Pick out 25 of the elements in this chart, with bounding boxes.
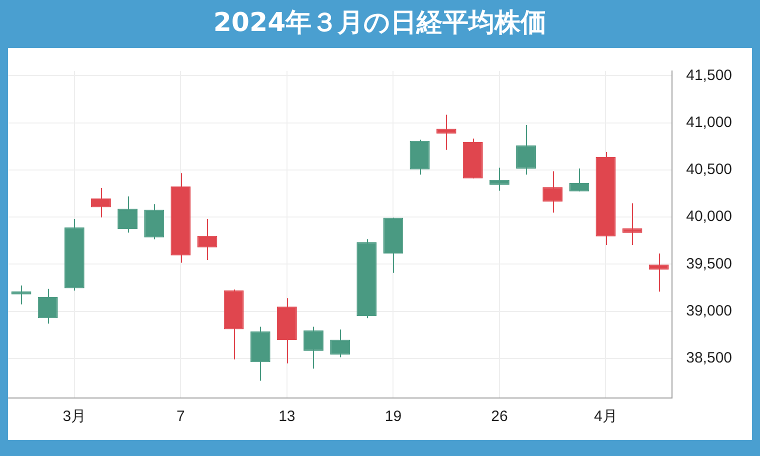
x-tick-label: 19 bbox=[384, 408, 402, 426]
candlestick bbox=[622, 202, 642, 246]
y-tick-label: 38,500 bbox=[686, 350, 732, 367]
x-tick-label: 26 bbox=[491, 408, 508, 426]
y-tick-label: 41,500 bbox=[686, 66, 732, 84]
candlestick bbox=[516, 124, 536, 176]
x-tick-label: 13 bbox=[278, 408, 296, 426]
candlestick bbox=[569, 168, 590, 192]
x-tick-label: 4月 bbox=[594, 408, 618, 426]
candlestick bbox=[118, 196, 138, 234]
x-tick-label: 3月 bbox=[62, 408, 86, 426]
candlestick bbox=[648, 253, 669, 292]
y-tick-label: 40,000 bbox=[686, 208, 732, 226]
candlestick bbox=[91, 188, 111, 218]
y-tick-label: 39,000 bbox=[686, 302, 732, 320]
candlestick bbox=[304, 326, 324, 370]
y-tick-label: 39,500 bbox=[686, 255, 732, 272]
x-tick-label: 7 bbox=[176, 408, 185, 426]
y-tick-label: 41,000 bbox=[686, 114, 732, 131]
candlestick bbox=[11, 284, 32, 305]
chart-title: 2024年３月の日経平均株価 bbox=[212, 7, 548, 40]
candlestick bbox=[38, 288, 58, 324]
candlestick bbox=[489, 167, 510, 192]
y-tick-label: 40,500 bbox=[686, 161, 732, 178]
candlestick bbox=[197, 218, 218, 260]
